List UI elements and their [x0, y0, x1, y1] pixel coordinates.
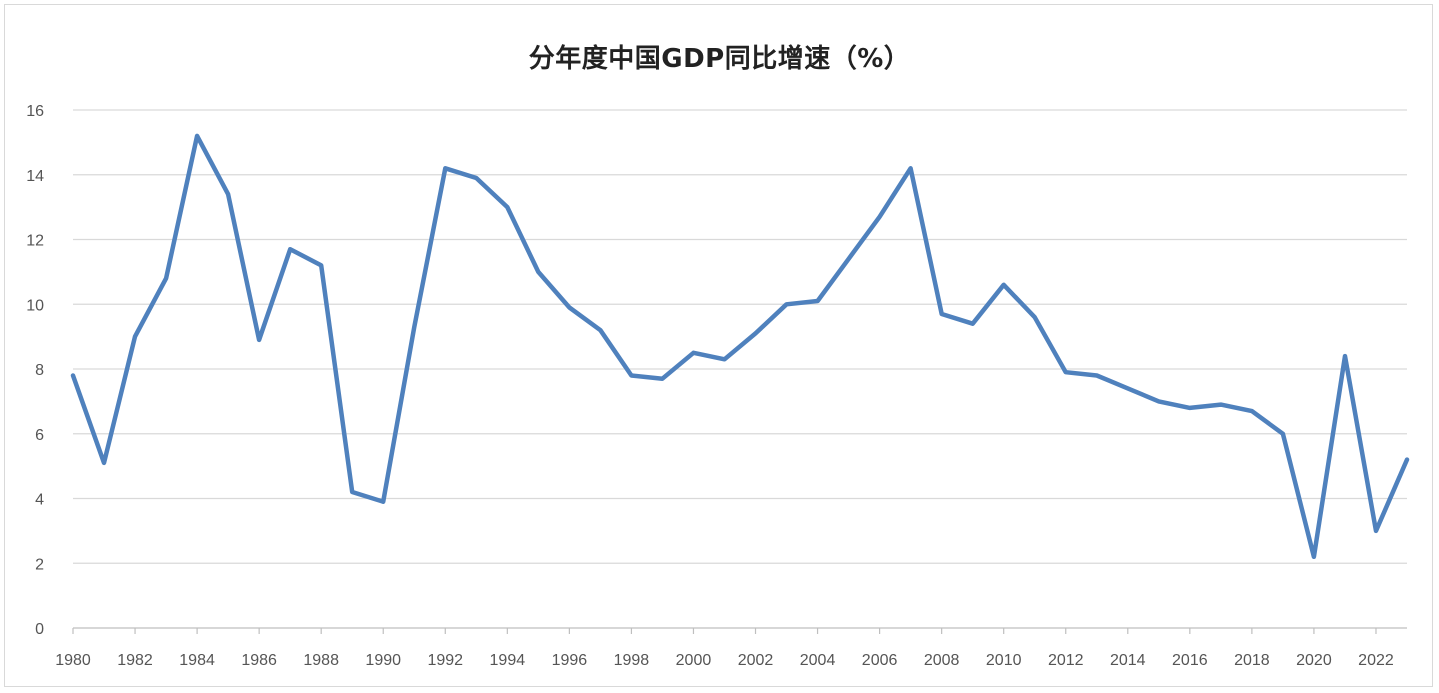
y-tick-label: 2 [35, 556, 44, 573]
x-tick-label: 2008 [924, 652, 960, 669]
x-axis: 1980 1982 1984 1986 1988 1990 1992 1994 1996 1998… [55, 627, 1407, 669]
y-tick-label: 6 [35, 427, 44, 444]
y-tick-label: 0 [35, 621, 44, 638]
y-tick-label: 14 [26, 168, 44, 185]
x-tick-label: 1988 [303, 652, 339, 669]
x-tick-label: 2010 [986, 652, 1022, 669]
x-tick-label: 2022 [1358, 652, 1394, 669]
x-tick-label: 1996 [552, 652, 588, 669]
x-tick-label: 1980 [55, 652, 91, 669]
x-tick-label: 1986 [241, 652, 277, 669]
x-tick-label: 2020 [1296, 652, 1332, 669]
x-tick-label: 2014 [1110, 652, 1146, 669]
y-tick-label: 8 [35, 362, 44, 379]
x-tick-label: 2012 [1048, 652, 1084, 669]
x-tick-label: 2006 [862, 652, 898, 669]
x-tick-label: 1990 [365, 652, 401, 669]
x-tick-label: 1982 [117, 652, 153, 669]
gridlines [73, 109, 1407, 564]
series-layer [70, 133, 1410, 560]
y-tick-label: 12 [26, 233, 44, 250]
y-axis-labels: 0 2 4 6 8 10 12 14 16 [26, 103, 44, 638]
y-tick-label: 10 [26, 297, 44, 314]
x-tick-label: 2018 [1234, 652, 1270, 669]
x-tick-label: 2002 [738, 652, 774, 669]
x-tick-label: 1994 [490, 652, 526, 669]
x-tick-label: 1992 [427, 652, 463, 669]
x-tick-label: 2000 [676, 652, 712, 669]
x-tick-label: 2016 [1172, 652, 1208, 669]
x-tick-label: 2004 [800, 652, 836, 669]
y-tick-label: 16 [26, 103, 44, 120]
chart-frame [4, 4, 1433, 687]
x-tick-label: 1984 [179, 652, 215, 669]
series-line [70, 133, 1410, 560]
y-tick-label: 4 [35, 492, 44, 509]
chart-title: 分年度中国GDP同比增速（%） [528, 44, 911, 74]
x-tick-label: 1998 [614, 652, 650, 669]
